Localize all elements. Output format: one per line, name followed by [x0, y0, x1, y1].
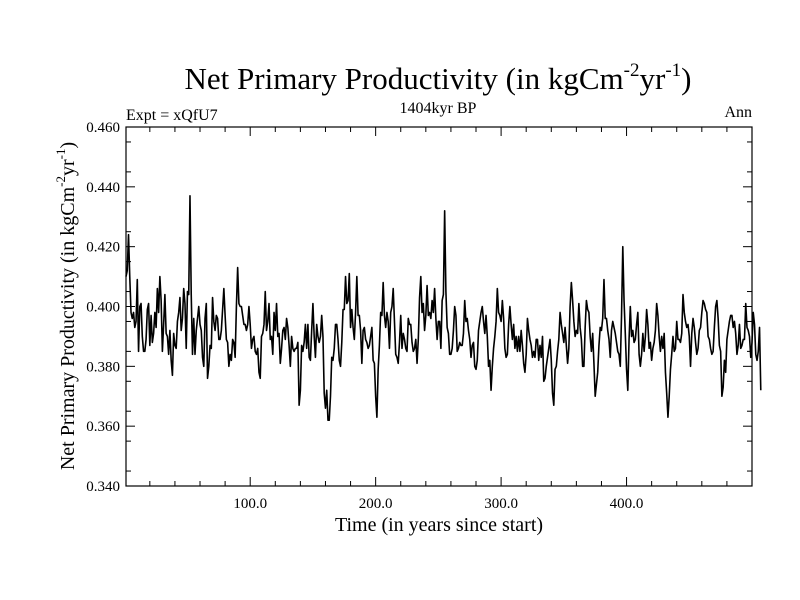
x-tick-label: 300.0: [484, 496, 518, 512]
plot-frame: [125, 126, 753, 487]
y-tick-label: 0.400: [86, 300, 120, 316]
x-axis-label: Time (in years since start): [335, 514, 543, 536]
chart-title: Net Primary Productivity (in kgCm-2yr-1): [185, 60, 692, 96]
x-tick-label: 100.0: [233, 496, 267, 512]
subtitle-left: Expt = xQfU7: [126, 107, 218, 124]
y-tick-label: 0.380: [86, 359, 120, 375]
y-tick-label: 0.420: [86, 240, 120, 256]
x-tick-label: 200.0: [359, 496, 393, 512]
axis-ticks: 0.340 0.360 0.380 0.400 0.420 0.440 0.460 100.0…: [86, 120, 752, 512]
series-line: [125, 195, 762, 421]
y-tick-label: 0.360: [86, 419, 120, 435]
y-axis-label: Net Primary Productivity (in kgCm-2yr-1): [53, 142, 79, 470]
subtitle-right: Ann: [724, 104, 752, 121]
y-tick-label: 0.440: [86, 180, 120, 196]
x-tick-label: 400.0: [610, 496, 644, 512]
subtitle-center: 1404kyr BP: [400, 100, 477, 117]
y-tick-label: 0.460: [86, 120, 120, 136]
y-tick-label: 0.340: [86, 479, 120, 495]
